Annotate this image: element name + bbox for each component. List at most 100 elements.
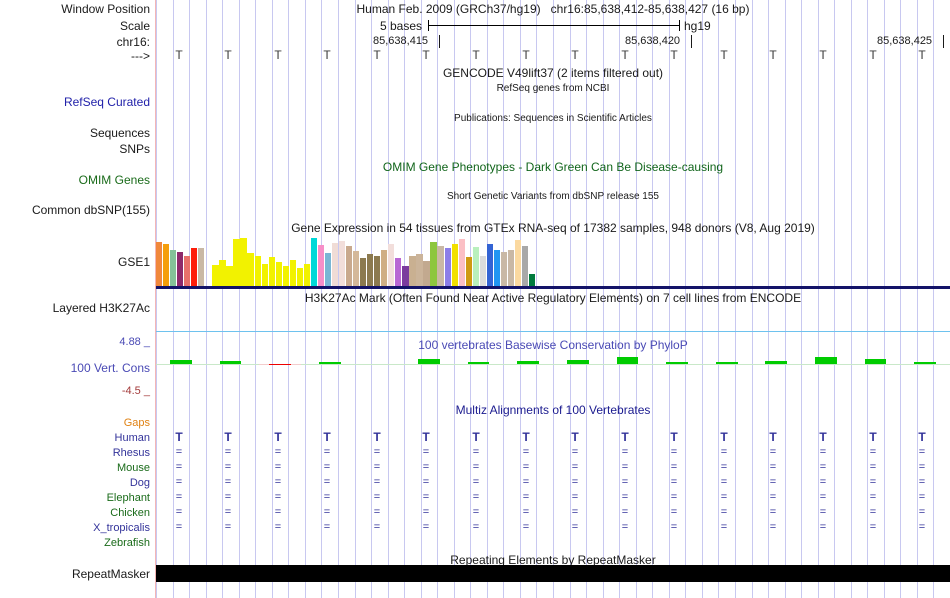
gtex-bar[interactable] [416, 254, 423, 286]
conservation-bar[interactable] [765, 361, 788, 364]
gtex-bar[interactable] [212, 265, 219, 286]
phylop-conservation-plot[interactable] [156, 332, 950, 394]
gtex-bar[interactable] [303, 264, 310, 286]
repeatmasker-bar[interactable] [156, 565, 950, 582]
gtex-bar[interactable] [444, 248, 451, 286]
sidebar-label-omim-genes[interactable]: OMIM Genes [78, 173, 150, 187]
gtex-bar[interactable] [247, 253, 254, 286]
sidebar-label-sequences[interactable]: Sequences [89, 126, 150, 140]
gtex-bar[interactable] [388, 244, 395, 286]
gtex-bar[interactable] [528, 274, 536, 286]
gtex-bar[interactable] [486, 244, 493, 286]
sidebar-label-species-mouse[interactable]: Mouse [116, 462, 150, 474]
gtex-bar[interactable] [514, 240, 522, 286]
sidebar-label-species-chicken[interactable]: Chicken [110, 507, 150, 519]
sidebar-label-species-zebrafish[interactable]: Zebrafish [104, 537, 150, 549]
gtex-bar[interactable] [191, 248, 198, 286]
gtex-bar[interactable] [402, 266, 409, 286]
sidebar-label-species-human[interactable]: Human [114, 432, 150, 444]
gtex-bar[interactable] [381, 250, 388, 286]
gtex-bar[interactable] [374, 256, 381, 286]
sidebar-label-layered-h3k27ac[interactable]: Layered H3K27Ac [52, 301, 150, 315]
gtex-bar[interactable] [521, 246, 529, 286]
conservation-bar[interactable] [467, 362, 490, 364]
conservation-bar[interactable] [219, 361, 242, 364]
gtex-bar[interactable] [177, 252, 184, 286]
gtex-bar[interactable] [338, 241, 346, 286]
gtex-bar[interactable] [275, 262, 282, 286]
gtex-bar[interactable] [254, 256, 261, 286]
sidebar-label-common-dbsnp[interactable]: Common dbSNP(155) [31, 203, 150, 217]
track-title-omim[interactable]: OMIM Gene Phenotypes - Dark Green Can Be… [382, 160, 724, 174]
conservation-bar[interactable] [318, 362, 341, 364]
gtex-bar[interactable] [346, 246, 353, 286]
conservation-bar[interactable] [418, 359, 440, 364]
gtex-bar[interactable] [261, 264, 268, 286]
sidebar-label-gaps[interactable]: Gaps [123, 417, 150, 429]
gtex-bar[interactable] [317, 245, 325, 286]
gtex-bar[interactable] [240, 238, 247, 286]
track-title-gencode[interactable]: GENCODE V49lift37 (2 items filtered out) [442, 66, 664, 80]
sidebar-label-species-elephant[interactable]: Elephant [106, 492, 150, 504]
conservation-bar[interactable] [864, 359, 887, 364]
gtex-bar[interactable] [409, 256, 416, 286]
gtex-bar[interactable] [479, 256, 486, 286]
track-title-h3k27ac[interactable]: H3K27Ac Mark (Often Found Near Active Re… [304, 291, 802, 305]
gtex-bar[interactable] [353, 251, 360, 286]
gtex-bar[interactable] [268, 257, 275, 286]
gtex-bar[interactable] [289, 260, 296, 286]
gtex-bar[interactable] [451, 244, 458, 286]
conservation-bar[interactable] [815, 357, 837, 364]
gtex-bar[interactable] [170, 250, 177, 286]
conservation-bar[interactable] [616, 357, 639, 364]
conservation-bar[interactable] [169, 360, 192, 364]
gtex-bar[interactable] [458, 239, 465, 286]
gtex-bar[interactable] [331, 243, 339, 286]
gtex-bar[interactable] [423, 261, 430, 286]
conservation-bar[interactable] [666, 362, 688, 364]
track-title-publications[interactable]: Publications: Sequences in Scientific Ar… [454, 113, 652, 124]
gtex-bar[interactable] [219, 260, 226, 286]
sidebar-label-refseq-curated[interactable]: RefSeq Curated [63, 95, 150, 109]
track-title-conservation[interactable]: 100 vertebrates Basewise Conservation by… [418, 338, 688, 352]
track-title-dbsnp[interactable]: Short Genetic Variants from dbSNP releas… [447, 191, 659, 202]
sidebar-label-species-rhesus[interactable]: Rhesus [112, 447, 150, 459]
conservation-bar[interactable] [566, 360, 589, 364]
conservation-bar[interactable] [914, 362, 937, 364]
gtex-bar[interactable] [198, 248, 205, 286]
gtex-bar[interactable] [493, 250, 500, 286]
conservation-bar[interactable] [715, 362, 738, 364]
gtex-bar[interactable] [296, 268, 303, 286]
track-title-gtex[interactable]: Gene Expression in 54 tissues from GTEx … [291, 221, 815, 235]
conservation-bar[interactable] [517, 361, 540, 364]
gtex-bar[interactable] [163, 244, 170, 286]
gtex-bar[interactable] [437, 246, 444, 286]
track-title-multiz[interactable]: Multiz Alignments of 100 Vertebrates [455, 403, 651, 417]
label-strand-arrow[interactable]: ---> [131, 49, 150, 63]
gtex-bar[interactable] [324, 253, 332, 286]
sidebar-label-repeatmasker[interactable]: RepeatMasker [71, 567, 150, 581]
sidebar-label-species-dog[interactable]: Dog [129, 477, 150, 489]
gtex-bar[interactable] [465, 257, 472, 286]
gtex-bar[interactable] [226, 266, 233, 286]
sidebar-label-species-x-tropicalis[interactable]: X_tropicalis [93, 522, 150, 534]
gtex-bar[interactable] [184, 256, 191, 286]
sidebar-label-snps[interactable]: SNPs [119, 142, 150, 156]
sidebar-label-gse1[interactable]: GSE1 [117, 255, 150, 269]
gtex-bar[interactable] [500, 252, 508, 286]
track-title-repeatmasker[interactable]: Repeating Elements by RepeatMasker [450, 553, 656, 567]
conservation-bar[interactable] [269, 364, 291, 365]
gtex-bar[interactable] [360, 258, 367, 286]
gtex-bar[interactable] [282, 266, 289, 286]
gtex-bar[interactable] [507, 250, 515, 286]
gtex-bar[interactable] [367, 254, 374, 286]
gtex-bar[interactable] [430, 242, 437, 286]
sidebar-label-100-vert-cons[interactable]: 100 Vert. Cons [70, 361, 150, 375]
gtex-bar[interactable] [233, 239, 240, 286]
gtex-bar[interactable] [472, 247, 479, 286]
gtex-bar[interactable] [156, 242, 163, 286]
gtex-bar[interactable] [395, 258, 402, 286]
gtex-bar[interactable] [310, 238, 318, 286]
gtex-expression-barchart[interactable] [156, 236, 536, 286]
